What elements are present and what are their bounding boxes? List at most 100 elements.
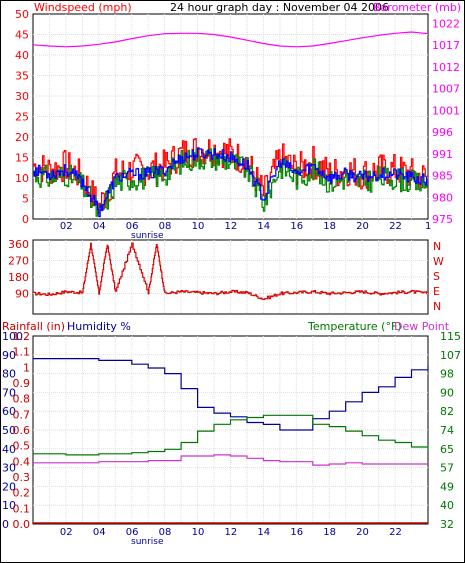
humidity-ytick: 50 [2,424,16,437]
temperature-ytick: 57 [440,462,454,475]
temp-xtick: 22 [389,527,402,538]
dewpoint-series [33,454,428,466]
windspeed-low-series [33,147,428,217]
rainfall-ytick: 0.3 [13,471,31,484]
temp-xtick: 14 [257,527,270,538]
sunrise-label-2: sunrise [131,537,164,547]
rainfall-yticks: 0.0 0.1 0.2 0.3 0.4 0.5 0.6 0.7 0.8 0.9 1 1.1 1.2 [13,330,31,531]
direction-ytick: 180 [8,271,29,284]
wind-ytick: 45 [15,29,29,42]
direction-yticks: 90 180 270 360 [8,238,29,301]
humidity-ytick: 90 [2,349,16,362]
temp-xtick: 18 [323,527,336,538]
wind-xtick: 08 [159,221,172,232]
wind-ytick: 5 [22,193,29,206]
humidity-ytick: 0 [2,518,9,531]
wind-xtick: 10 [192,221,205,232]
barometer-ytick: 985 [432,170,453,183]
temp-series [33,358,429,524]
dewpoint-axis-label: Dew Point [394,320,450,333]
wind-ytick: 25 [15,111,29,124]
humidity-ytick: 10 [2,499,16,512]
barometer-yticks: 975 980 985 991 996 1001 1007 1012 1017 1022 [432,17,460,226]
humidity-axis-label: Humidity % [67,320,131,333]
temperature-ytick: 82 [440,405,454,418]
temperature-ytick: 40 [440,499,454,512]
chart-title: 24 hour graph day : November 04 2006 [170,1,389,14]
wind-xtick: 1 [425,221,431,232]
rainfall-ytick: 0.8 [13,393,31,406]
rainfall-ytick: 0.2 [13,487,31,500]
humidity-ytick: 20 [2,480,16,493]
temperature-ytick: 65 [440,443,454,456]
windspeed-avg-series [33,147,428,218]
sunrise-label-1: sunrise [131,231,164,241]
rainfall-ytick: 0.9 [13,377,31,390]
barometer-ytick: 980 [432,191,453,204]
temperature-yticks: 32 40 49 57 65 74 82 90 98 107 115 [440,330,461,531]
barometer-axis-label: Barometer (mb) [373,1,461,14]
wind-xtick: 18 [323,221,336,232]
direction-ytick: 90 [15,288,29,301]
temperature-ytick: 107 [440,349,461,362]
compass-ytick: N [433,240,441,253]
compass-ytick: W [433,255,444,268]
humidity-ytick: 30 [2,462,16,475]
humidity-ytick: 80 [2,368,16,381]
rainfall-ytick: 0.7 [13,408,31,421]
temp-xtick: 12 [225,527,238,538]
rainfall-ytick: 1.2 [13,330,31,343]
temp-xtick: 02 [60,527,73,538]
barometer-ytick: 1012 [432,61,460,74]
humidity-series [33,358,429,431]
rainfall-ytick: 0.4 [13,455,31,468]
temperature-series [33,414,429,456]
humidity-ytick: 100 [2,330,23,343]
wind-axis-label: Windspeed (mph) [34,1,132,14]
temperature-ytick: 98 [440,368,454,381]
direction-grid [33,240,428,314]
wind-ytick: 10 [15,172,29,185]
wind-ytick: 20 [15,131,29,144]
temp-xtick: 06 [126,527,139,538]
temperature-ytick: 32 [440,518,454,531]
wind-xtick: 22 [389,221,402,232]
rainfall-ytick: 0.5 [13,440,31,453]
wind-xtick: 04 [93,221,106,232]
temp-xticks: 02 04 06 08 10 12 14 16 18 20 22 [60,527,402,538]
wind-xtick: 14 [257,221,270,232]
direction-ytick: 270 [8,255,29,268]
wind-ytick: 0 [22,213,29,226]
wind-xtick: 12 [225,221,238,232]
wind-xtick: 02 [60,221,73,232]
barometer-ytick: 1017 [432,39,460,52]
direction-series [33,242,428,300]
barometer-ytick: 1022 [432,17,460,30]
temp-xtick: 10 [192,527,205,538]
wind-xtick: 20 [356,221,369,232]
barometer-ytick: 1007 [432,83,460,96]
rainfall-ytick: 1 [23,361,30,374]
wind-xticks: 02 04 06 08 10 12 14 16 18 20 22 1 [60,221,431,232]
rainfall-axis-label: Rainfall (in) [2,320,65,333]
wind-ytick: 30 [15,90,29,103]
compass-ytick: E [433,285,440,298]
humidity-ytick: 60 [2,405,16,418]
humidity-ytick: 40 [2,443,16,456]
temp-xtick: 16 [290,527,303,538]
barometer-ytick: 996 [432,126,453,139]
temperature-ytick: 90 [440,386,454,399]
rainfall-ytick: 0.6 [13,424,31,437]
barometer-series [32,31,429,48]
barometer-ytick: 1001 [432,104,460,117]
direction-ytick: 360 [8,238,29,251]
wind-ytick: 40 [15,49,29,62]
compass-ytick: S [433,270,440,283]
temperature-ytick: 115 [440,330,461,343]
rainfall-ytick: 1.1 [13,346,31,359]
temp-xtick: 20 [356,527,369,538]
barometer-ytick: 975 [432,213,453,226]
